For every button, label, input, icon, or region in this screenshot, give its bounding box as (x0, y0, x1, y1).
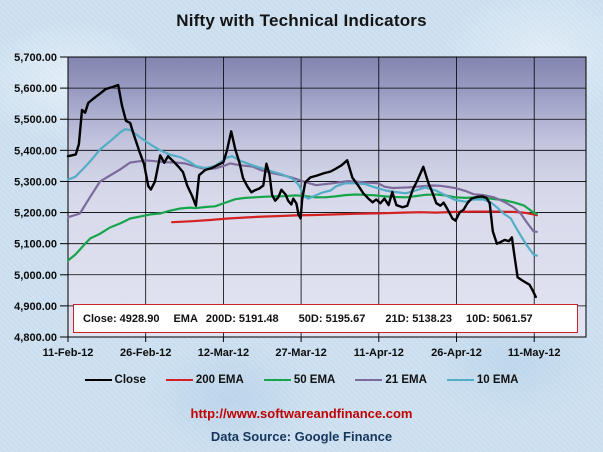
y-tick-label: 4,900.00 (14, 301, 57, 313)
legend-item-close: Close (84, 374, 146, 386)
annotation-segment: 10D: 5061.57 (466, 312, 533, 325)
legend-swatch-close (84, 378, 112, 382)
legend-item-21-ema: 21 EMA (355, 374, 427, 386)
x-tick-label: 11-Apr-12 (354, 347, 404, 359)
annotation-box: Close: 4928.90 EMA 200D: 5191.48 50D: 5195.… (73, 304, 578, 333)
legend-swatch-10-ema (446, 378, 474, 382)
y-tick-label: 5,600.00 (14, 83, 57, 95)
y-tick-label: 5,100.00 (14, 239, 57, 251)
annotation-segment: Close: 4928.90 (83, 312, 160, 325)
y-tick-label: 4,800.00 (14, 332, 57, 344)
y-tick-label: 5,400.00 (14, 145, 57, 157)
series-line-10-ema (66, 128, 538, 257)
legend-label: 21 EMA (385, 374, 427, 386)
legend-label: 200 EMA (195, 374, 244, 386)
legend-swatch-50-ema (263, 378, 291, 382)
website-url: http://www.softwareandfinance.com (190, 406, 413, 421)
legend-item-10-ema: 10 EMA (446, 374, 519, 386)
legend-label: 50 EMA (293, 374, 336, 386)
series-line-21-ema (66, 159, 538, 233)
x-tick-label: 12-Mar-12 (198, 347, 249, 359)
legend-item-50-ema: 50 EMA (263, 374, 336, 386)
annotation-segment: 21D: 5138.23 (385, 312, 453, 325)
annotation-segment: 200D: 5191.48 (205, 312, 279, 325)
x-tick-label: 26-Apr-12 (431, 347, 482, 359)
y-tick-label: 5,500.00 (14, 114, 57, 126)
plot-border (67, 56, 587, 338)
x-tick-label: 27-Mar-12 (275, 347, 326, 359)
legend-swatch-200-ema (165, 378, 193, 382)
annotation-segment: 50D: 5195.67 (298, 312, 366, 325)
legend-label: Close (114, 374, 146, 386)
legend-item-200-ema: 200 EMA (165, 374, 244, 386)
x-tick-label: 11-May-12 (508, 347, 561, 359)
x-tick-label: 26-Feb-12 (120, 347, 171, 359)
chart-legend: Close 200 EMA 50 EMA 21 EMA 10 EMA (0, 371, 603, 389)
y-tick-label: 5,700.00 (14, 52, 57, 64)
y-tick-label: 5,300.00 (14, 176, 57, 188)
chart-title: Nifty with Technical Indicators (176, 11, 427, 30)
series-line-close (66, 83, 537, 299)
x-tick-label: 11-Feb-12 (43, 347, 94, 359)
legend-swatch-21-ema (355, 378, 383, 382)
y-tick-label: 5,200.00 (14, 208, 57, 220)
annotation-segment: EMA (173, 312, 198, 325)
y-tick-label: 5,000.00 (14, 270, 57, 282)
legend-label: 10 EMA (476, 374, 519, 386)
data-source: Data Source: Google Finance (210, 429, 393, 444)
series-line-50-ema (66, 193, 538, 262)
